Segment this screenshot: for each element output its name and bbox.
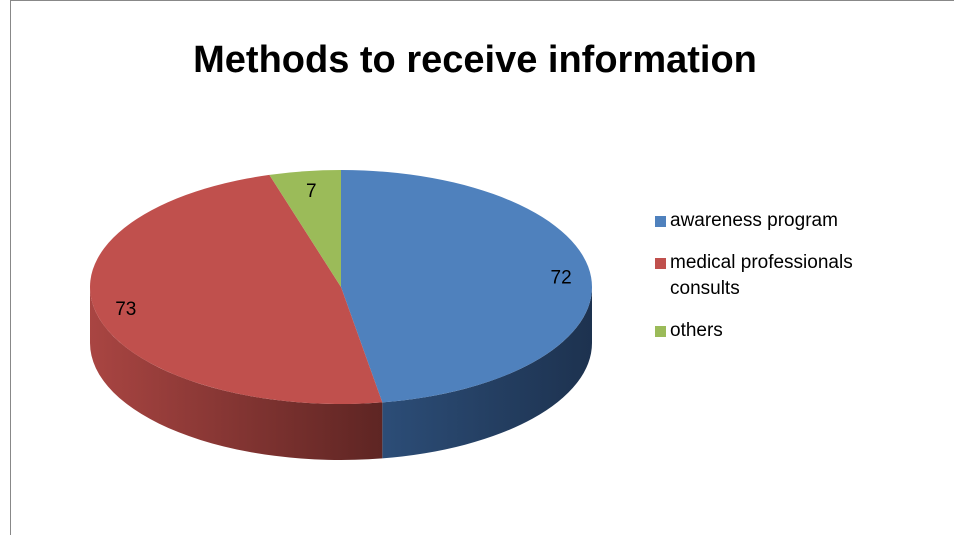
legend-item: awareness program [655, 208, 945, 234]
legend-swatch [655, 326, 666, 337]
legend-item: others [655, 318, 945, 344]
data-label: 72 [551, 268, 572, 289]
chart-title: Methods to receive information [193, 39, 757, 81]
data-label: 73 [115, 299, 136, 320]
legend-label: others [670, 320, 723, 341]
slice [89, 174, 383, 405]
legend: awareness program medical professionals c… [655, 208, 945, 360]
slice-side [90, 287, 383, 460]
legend-swatch [655, 216, 666, 227]
legend-label: awareness program [670, 210, 838, 231]
legend-label: medical professionals consults [670, 252, 853, 299]
chart-border [10, 0, 954, 535]
data-label: 7 [306, 181, 317, 202]
legend-item: medical professionals consults [655, 250, 945, 302]
slice [269, 170, 341, 287]
slice [341, 169, 593, 403]
legend-swatch [655, 258, 666, 269]
slice-side [382, 287, 592, 459]
